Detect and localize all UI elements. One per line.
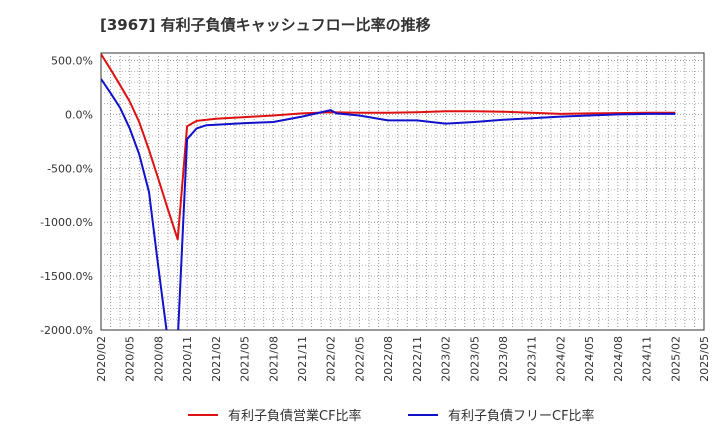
y-tick-label: -1500.0% (40, 270, 93, 283)
legend-label-1: 有利子負債営業CF比率 (228, 408, 362, 424)
x-tick-label: 2022/02 (325, 336, 338, 382)
x-tick-label: 2020/11 (181, 336, 194, 382)
series-layer (101, 53, 676, 330)
grid-layer (101, 53, 704, 330)
x-tick-label: 2025/02 (669, 336, 682, 382)
y-tick-label: -2000.0% (40, 324, 93, 337)
x-tick-label: 2020/05 (124, 336, 137, 382)
y-tick-label: -1000.0% (40, 216, 93, 229)
y-tick-label: 500.0% (51, 55, 93, 68)
chart-title: [3967] 有利子負債キャッシュフロー比率の推移 (100, 16, 431, 34)
x-tick-label: 2024/08 (612, 336, 625, 382)
x-tick-label: 2022/08 (382, 336, 395, 382)
legend-label-2: 有利子負債フリーCF比率 (448, 408, 595, 424)
x-tick-label: 2020/08 (152, 336, 165, 382)
x-tick-label: 2023/05 (468, 336, 481, 382)
x-axis-ticks: 2020/02 2020/05 2020/08 2020/11 2021/02 2021/… (95, 336, 711, 382)
plot-frame (100, 52, 705, 331)
y-tick-label: -500.0% (47, 162, 93, 175)
x-tick-label: 2021/11 (296, 336, 309, 382)
x-tick-label: 2021/05 (239, 336, 252, 382)
x-tick-label: 2024/05 (583, 336, 596, 382)
x-tick-label: 2024/11 (641, 336, 654, 382)
x-tick-label: 2023/08 (497, 336, 510, 382)
series-line-2 (101, 78, 676, 330)
x-tick-label: 2022/05 (353, 336, 366, 382)
x-tick-label: 2020/02 (95, 336, 108, 382)
x-tick-label: 2025/05 (698, 336, 711, 382)
y-axis-ticks: 500.0% 0.0% -500.0% -1000.0% -1500.0% -2000.0… (40, 55, 93, 337)
x-tick-label: 2021/08 (267, 336, 280, 382)
x-tick-label: 2022/11 (411, 336, 424, 382)
y-tick-label: 0.0% (65, 108, 93, 121)
legend: 有利子負債営業CF比率 有利子負債フリーCF比率 (188, 408, 595, 424)
x-tick-label: 2023/02 (440, 336, 453, 382)
x-tick-label: 2024/02 (554, 336, 567, 382)
series-line-1 (101, 53, 676, 241)
x-tick-label: 2021/02 (210, 336, 223, 382)
x-tick-label: 2023/11 (526, 336, 539, 382)
